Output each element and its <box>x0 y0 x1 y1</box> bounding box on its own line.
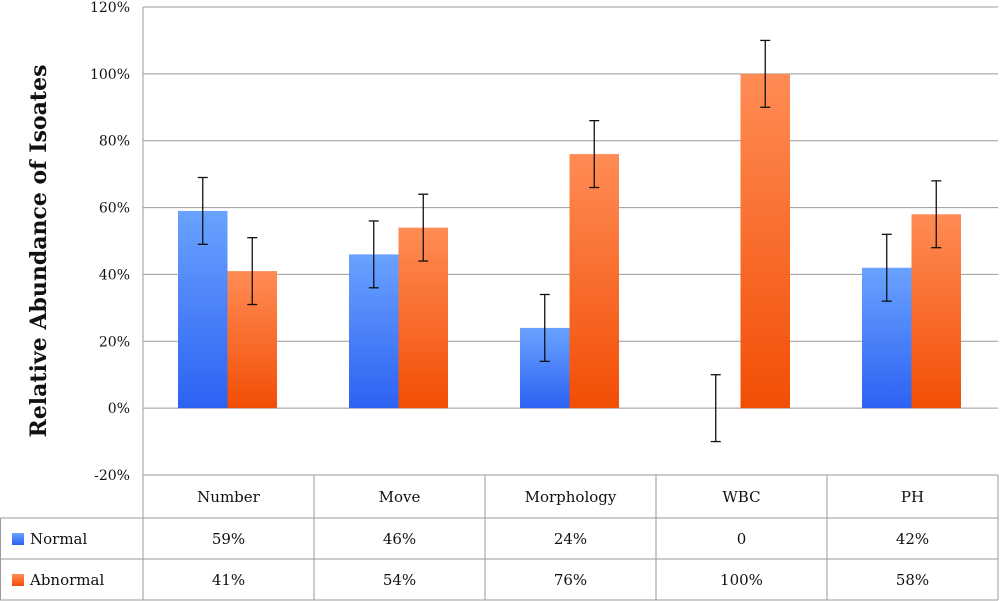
bar-abnormal-morphology <box>569 154 619 409</box>
error-bar <box>931 180 942 249</box>
error-bar <box>247 237 258 306</box>
category-label: Move <box>379 488 421 506</box>
error-bar <box>368 220 379 289</box>
data-label: 42% <box>896 530 929 548</box>
y-tick-label: 60% <box>99 201 130 217</box>
data-label: 54% <box>383 571 416 589</box>
y-tick-label: 100% <box>90 67 130 83</box>
y-tick-label: 80% <box>99 134 130 150</box>
legend-swatch-abnormal <box>12 574 24 586</box>
error-bar <box>710 374 721 443</box>
data-label: 59% <box>212 530 245 548</box>
data-label: 76% <box>554 571 587 589</box>
error-bar <box>589 120 600 189</box>
error-bar <box>197 176 208 245</box>
y-axis: -20% 0% 20% 40% 60% 80% 100% 120% <box>90 0 144 484</box>
legend-label-abnormal: Abnormal <box>29 571 104 589</box>
data-label: 0 <box>737 530 747 548</box>
legend-swatch-normal <box>12 533 24 545</box>
data-label: 100% <box>720 571 763 589</box>
bar-abnormal-wbc <box>740 73 790 409</box>
legend-label-normal: Normal <box>30 530 87 548</box>
category-label: Number <box>197 488 260 506</box>
error-bar <box>418 193 429 262</box>
category-label: WBC <box>722 488 760 506</box>
y-tick-label: -20% <box>94 468 130 484</box>
error-bars <box>197 39 942 443</box>
y-axis-title: Relative Abundance of Isoates <box>26 65 52 438</box>
category-label: Morphology <box>525 488 617 506</box>
y-tick-label: 120% <box>90 0 130 16</box>
error-bar <box>881 233 892 302</box>
data-label: 46% <box>383 530 416 548</box>
data-label: 24% <box>554 530 587 548</box>
bars <box>178 73 961 409</box>
error-bar <box>539 293 550 362</box>
category-label: PH <box>901 488 924 506</box>
data-table: Number Move Morphology WBC PH Normal 59% 46% 24%… <box>0 474 999 601</box>
data-label: 58% <box>896 571 929 589</box>
y-tick-label: 40% <box>99 267 130 283</box>
error-bar <box>760 39 771 108</box>
y-tick-label: 0% <box>108 401 130 417</box>
data-label: 41% <box>212 571 245 589</box>
y-tick-label: 20% <box>99 334 130 350</box>
